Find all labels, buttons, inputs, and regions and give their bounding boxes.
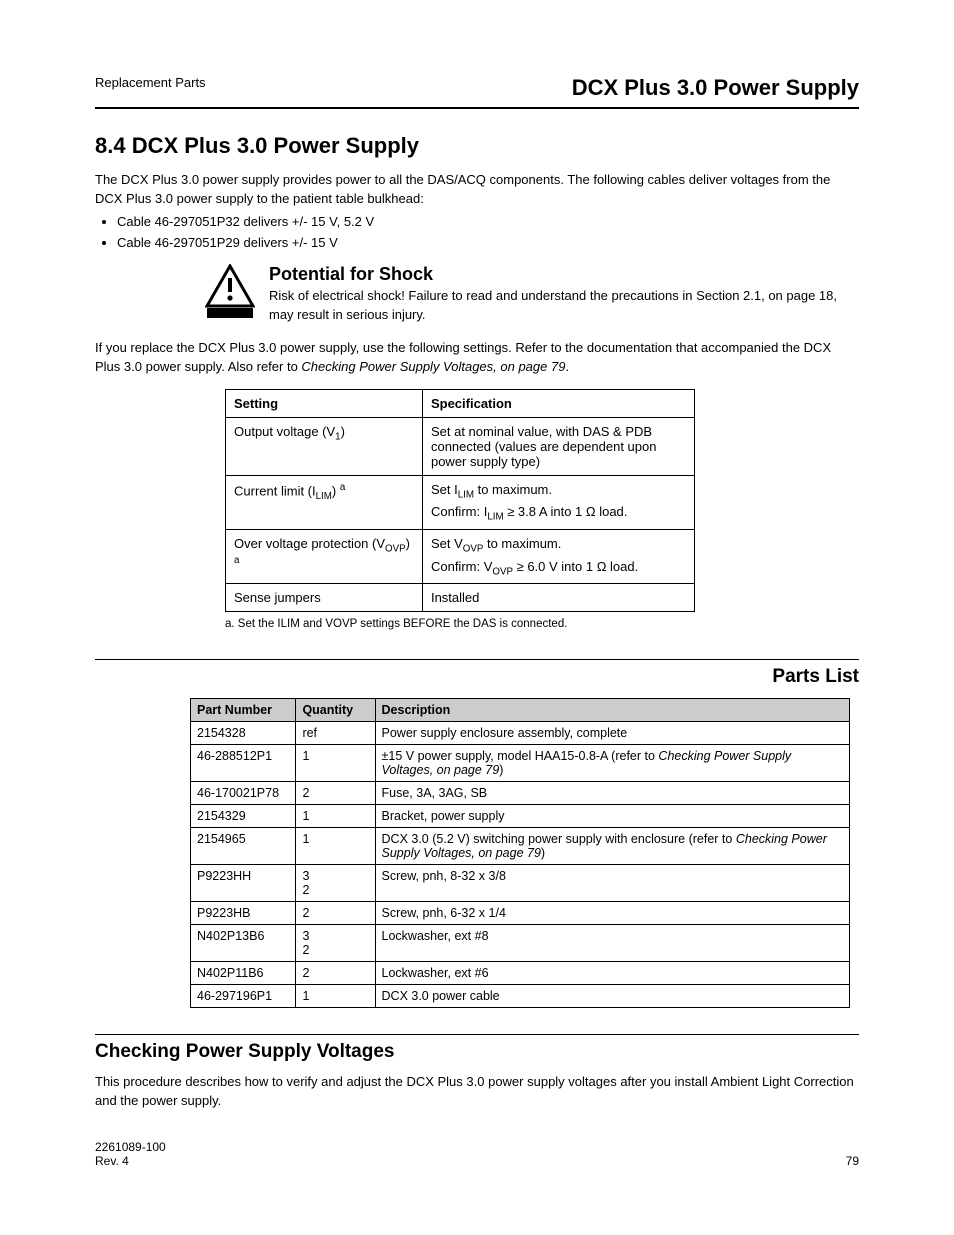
- settings-cell: Sense jumpers: [226, 584, 423, 612]
- parts-table: Part Number Quantity Description 2154328…: [190, 698, 850, 1008]
- parts-cell-pn: 46-170021P78: [191, 781, 296, 804]
- intro-text: The DCX Plus 3.0 power supply provides p…: [95, 171, 859, 209]
- parts-cell-qty: 1: [296, 804, 375, 827]
- table-row: P9223HB2Screw, pnh, 6-32 x 1/4: [191, 901, 850, 924]
- parts-cell-pn: N402P13B6: [191, 924, 296, 961]
- warning-heading: Potential for Shock: [269, 264, 859, 285]
- parts-cell-pn: 46-288512P1: [191, 744, 296, 781]
- table-row: Current limit (ILIM) a Set ILIM to maxim…: [226, 475, 695, 529]
- parts-col-pn: Part Number: [191, 698, 296, 721]
- list-item: Cable 46-297051P29 delivers +/- 15 V: [117, 234, 859, 253]
- parts-cell-desc: Screw, pnh, 6-32 x 1/4: [375, 901, 849, 924]
- settings-footnote: a. Set the ILIM and VOVP settings BEFORE…: [225, 616, 695, 633]
- voltage-heading: Checking Power Supply Voltages: [95, 1041, 859, 1063]
- bullet-list: Cable 46-297051P32 delivers +/- 15 V, 5.…: [117, 213, 859, 253]
- warning-box: Potential for Shock Risk of electrical s…: [205, 264, 859, 325]
- parts-cell-desc: Screw, pnh, 8-32 x 3/8: [375, 864, 849, 901]
- parts-cell-desc: Bracket, power supply: [375, 804, 849, 827]
- header-right: DCX Plus 3.0 Power Supply: [572, 75, 859, 101]
- settings-table: Setting Specification Output voltage (V1…: [225, 389, 695, 612]
- table-row: 46-297196P11DCX 3.0 power cable: [191, 984, 850, 1007]
- parts-cell-qty: 2: [296, 781, 375, 804]
- parts-cell-pn: N402P11B6: [191, 961, 296, 984]
- footer-pub: 2261089-100: [95, 1140, 166, 1154]
- parts-cell-qty: ref: [296, 721, 375, 744]
- voltage-text: This procedure describes how to verify a…: [95, 1073, 859, 1111]
- table-row: 21543291Bracket, power supply: [191, 804, 850, 827]
- settings-cell: Set ILIM to maximum.Confirm: ILIM ≥ 3.8 …: [422, 475, 694, 529]
- parts-cell-qty: 1: [296, 827, 375, 864]
- parts-cell-qty: 1: [296, 744, 375, 781]
- parts-cell-desc: Power supply enclosure assembly, complet…: [375, 721, 849, 744]
- parts-cell-desc: Fuse, 3A, 3AG, SB: [375, 781, 849, 804]
- settings-cell: Set VOVP to maximum.Confirm: VOVP ≥ 6.0 …: [422, 529, 694, 583]
- parts-cell-pn: 2154328: [191, 721, 296, 744]
- settings-cell: Output voltage (V1): [226, 417, 423, 475]
- footer-page: 79: [846, 1154, 859, 1168]
- parts-cell-desc: Lockwasher, ext #8: [375, 924, 849, 961]
- section-title: 8.4 DCX Plus 3.0 Power Supply: [95, 133, 859, 159]
- section-divider: [95, 1034, 859, 1035]
- settings-cell: Current limit (ILIM) a: [226, 475, 423, 529]
- table-row: P9223HH32Screw, pnh, 8-32 x 3/8: [191, 864, 850, 901]
- parts-col-qty: Quantity: [296, 698, 375, 721]
- table-row: Output voltage (V1) Set at nominal value…: [226, 417, 695, 475]
- table-row: 46-288512P11±15 V power supply, model HA…: [191, 744, 850, 781]
- table-row: 2154328refPower supply enclosure assembl…: [191, 721, 850, 744]
- section-divider: [95, 659, 859, 660]
- parts-cell-pn: P9223HH: [191, 864, 296, 901]
- parts-cell-desc: DCX 3.0 power cable: [375, 984, 849, 1007]
- parts-cell-qty: 32: [296, 864, 375, 901]
- table-row: 21549651DCX 3.0 (5.2 V) switching power …: [191, 827, 850, 864]
- parts-cell-qty: 2: [296, 961, 375, 984]
- table-row: Over voltage protection (VOVP) a Set VOV…: [226, 529, 695, 583]
- header-divider: [95, 107, 859, 109]
- parts-cell-desc: DCX 3.0 (5.2 V) switching power supply w…: [375, 827, 849, 864]
- parts-cell-pn: 46-297196P1: [191, 984, 296, 1007]
- parts-cell-pn: 2154965: [191, 827, 296, 864]
- table-row: N402P13B632Lockwasher, ext #8: [191, 924, 850, 961]
- warning-icon: [205, 264, 255, 320]
- table-row: 46-170021P782Fuse, 3A, 3AG, SB: [191, 781, 850, 804]
- footer-rev: Rev. 4: [95, 1154, 166, 1168]
- warning-text: Risk of electrical shock! Failure to rea…: [269, 287, 859, 325]
- settings-col-spec: Specification: [422, 389, 694, 417]
- table-row: Sense jumpers Installed: [226, 584, 695, 612]
- parts-cell-desc: Lockwasher, ext #6: [375, 961, 849, 984]
- settings-col-setting: Setting: [226, 389, 423, 417]
- parts-cell-desc: ±15 V power supply, model HAA15-0.8-A (r…: [375, 744, 849, 781]
- parts-cell-qty: 1: [296, 984, 375, 1007]
- settings-cell: Set at nominal value, with DAS & PDB con…: [422, 417, 694, 475]
- parts-cell-pn: 2154329: [191, 804, 296, 827]
- list-item: Cable 46-297051P32 delivers +/- 15 V, 5.…: [117, 213, 859, 232]
- header-left: Replacement Parts: [95, 75, 206, 90]
- parts-cell-qty: 2: [296, 901, 375, 924]
- parts-cell-pn: P9223HB: [191, 901, 296, 924]
- table-row: N402P11B62Lockwasher, ext #6: [191, 961, 850, 984]
- footer: 2261089-100 Rev. 4 79: [95, 1140, 859, 1168]
- settings-note: If you replace the DCX Plus 3.0 power su…: [95, 339, 859, 377]
- parts-col-desc: Description: [375, 698, 849, 721]
- parts-list-title: Parts List: [95, 666, 859, 688]
- settings-cell: Over voltage protection (VOVP) a: [226, 529, 423, 583]
- parts-cell-qty: 32: [296, 924, 375, 961]
- settings-cell: Installed: [422, 584, 694, 612]
